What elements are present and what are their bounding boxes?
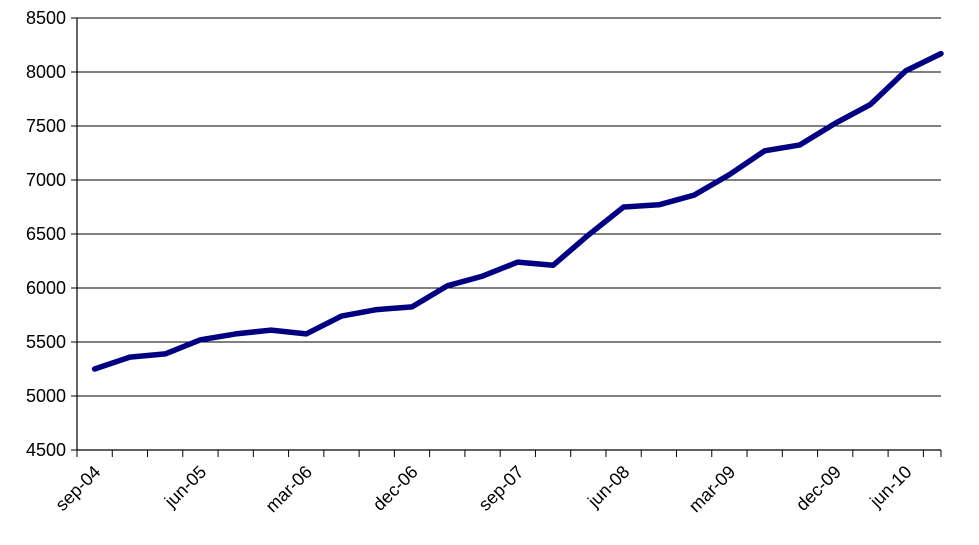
x-tick-label: sep-07 bbox=[475, 462, 528, 515]
x-tick-label: jun-05 bbox=[160, 462, 210, 512]
x-tick-label: jun-08 bbox=[583, 462, 633, 512]
y-tick-label: 5000 bbox=[26, 386, 66, 406]
y-tick-label: 8000 bbox=[26, 62, 66, 82]
y-tick-label: 7000 bbox=[26, 170, 66, 190]
series-group bbox=[91, 50, 944, 372]
x-tick-label: dec-09 bbox=[792, 462, 845, 515]
y-tick-label: 6000 bbox=[26, 278, 66, 298]
x-tick-label: dec-06 bbox=[369, 462, 422, 515]
y-tick-label: 6500 bbox=[26, 224, 66, 244]
y-tick-label: 8500 bbox=[26, 8, 66, 28]
x-axis: sep-04 jun-05 mar-06 dec-06 sep-07 jun-08 mar-… bbox=[51, 449, 942, 516]
series-line bbox=[91, 50, 944, 372]
gridlines bbox=[77, 17, 941, 397]
x-tick-label: mar-06 bbox=[262, 462, 316, 516]
x-tick-label: sep-04 bbox=[51, 462, 104, 515]
y-axis: 4500 5000 5500 6000 6500 7000 7500 8000 8500 bbox=[26, 8, 78, 460]
y-tick-label: 4500 bbox=[26, 440, 66, 460]
x-tick-label: mar-09 bbox=[685, 462, 739, 516]
x-tick-label: jun-10 bbox=[865, 462, 915, 512]
y-tick-label: 7500 bbox=[26, 116, 66, 136]
y-tick-label: 5500 bbox=[26, 332, 66, 352]
